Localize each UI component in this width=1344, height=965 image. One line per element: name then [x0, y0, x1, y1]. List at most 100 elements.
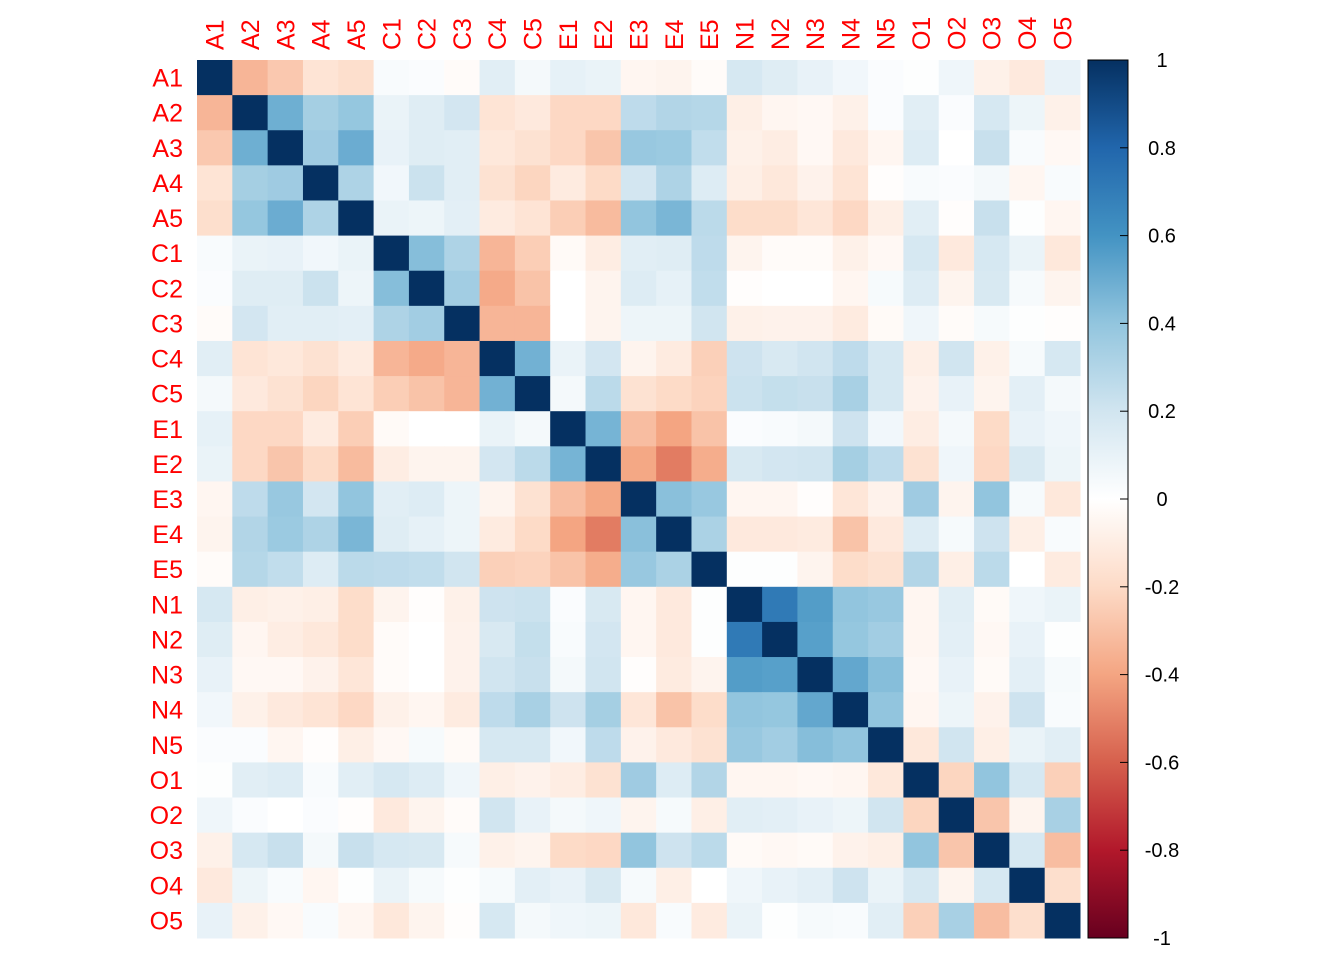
- heatmap-cell: [514, 832, 551, 869]
- heatmap-cell: [514, 727, 551, 763]
- heatmap-cell: [373, 270, 410, 307]
- heatmap-cell: [974, 902, 1010, 939]
- heatmap-cell: [762, 832, 798, 869]
- heatmap-cell: [656, 270, 692, 307]
- heatmap-cell: [1009, 200, 1046, 237]
- heatmap-cell: [550, 586, 587, 623]
- heatmap-cell: [514, 60, 551, 96]
- heatmap-cell: [1009, 95, 1046, 131]
- heatmap-cell: [338, 130, 375, 166]
- heatmap-cell: [408, 60, 445, 96]
- heatmap-cell: [444, 762, 481, 799]
- heatmap-cell: [267, 692, 304, 728]
- heatmap-cell: [514, 340, 551, 377]
- heatmap-cell: [1044, 95, 1081, 131]
- heatmap-cell: [868, 832, 904, 869]
- heatmap-cell: [267, 586, 304, 623]
- heatmap-cell: [1044, 130, 1081, 166]
- heatmap-cell: [267, 481, 304, 518]
- heatmap-cell: [479, 376, 516, 412]
- heatmap-cell: [232, 832, 269, 869]
- heatmap-cell: [797, 305, 834, 342]
- heatmap-cell: [338, 727, 375, 763]
- heatmap-cell: [338, 270, 375, 307]
- heatmap-cell: [691, 95, 728, 131]
- heatmap-cell: [620, 60, 657, 96]
- heatmap-cell: [302, 481, 339, 518]
- heatmap-cell: [338, 200, 375, 237]
- heatmap-cell: [762, 797, 798, 834]
- heatmap-cell: [656, 130, 692, 166]
- heatmap-cell: [444, 481, 481, 518]
- heatmap-cell: [797, 165, 834, 201]
- heatmap-cell: [974, 200, 1010, 237]
- heatmap-cell: [408, 867, 445, 904]
- heatmap-cell: [656, 411, 692, 447]
- heatmap-cell: [479, 130, 516, 166]
- heatmap-cell: [974, 657, 1010, 693]
- heatmap-cell: [691, 481, 728, 518]
- heatmap-cell: [232, 200, 269, 237]
- column-label: E3: [626, 19, 654, 50]
- heatmap-cell: [974, 95, 1010, 131]
- heatmap-cell: [267, 235, 304, 272]
- heatmap-cell: [408, 130, 445, 166]
- heatmap-cell: [479, 692, 516, 728]
- heatmap-cell: [302, 586, 339, 623]
- heatmap-cell: [903, 235, 940, 272]
- heatmap-cell: [620, 200, 657, 237]
- heatmap-cell: [302, 516, 339, 553]
- heatmap-cell: [585, 832, 622, 869]
- heatmap-cell: [267, 551, 304, 588]
- heatmap-cell: [479, 235, 516, 272]
- heatmap-cell: [585, 165, 622, 201]
- heatmap-cell: [197, 621, 233, 658]
- heatmap-cell: [302, 130, 339, 166]
- row-label: A5: [152, 205, 183, 233]
- heatmap-cell: [232, 621, 269, 658]
- heatmap-cell: [903, 902, 940, 939]
- heatmap-cell: [620, 621, 657, 658]
- heatmap-cell: [974, 130, 1010, 166]
- heatmap-cell: [938, 340, 975, 377]
- heatmap-cell: [868, 551, 904, 588]
- heatmap-cell: [974, 411, 1010, 447]
- row-label: O1: [150, 767, 183, 795]
- heatmap-cell: [373, 692, 410, 728]
- heatmap-cell: [691, 235, 728, 272]
- heatmap-cell: [373, 867, 410, 904]
- heatmap-cell: [691, 376, 728, 412]
- heatmap-cell: [302, 727, 339, 763]
- heatmap-cell: [197, 165, 233, 201]
- heatmap-cell: [1009, 165, 1046, 201]
- heatmap-cell: [726, 762, 763, 799]
- heatmap-cell: [1044, 586, 1081, 623]
- heatmap-cell: [550, 902, 587, 939]
- heatmap-cell: [656, 446, 692, 482]
- heatmap-cell: [797, 481, 834, 518]
- heatmap-cell: [1044, 481, 1081, 518]
- heatmap-cell: [444, 130, 481, 166]
- heatmap-cell: [550, 340, 587, 377]
- heatmap-cell: [762, 481, 798, 518]
- heatmap-cell: [514, 376, 551, 412]
- heatmap-cell: [656, 340, 692, 377]
- heatmap-cell: [1009, 657, 1046, 693]
- color-bar-label: -1: [1153, 928, 1171, 950]
- heatmap-cell: [302, 551, 339, 588]
- heatmap-cell: [408, 270, 445, 307]
- column-label: N4: [837, 18, 865, 50]
- heatmap-cell: [302, 270, 339, 307]
- heatmap-cell: [514, 446, 551, 482]
- heatmap-cell: [691, 200, 728, 237]
- heatmap-cell: [197, 130, 233, 166]
- heatmap-cell: [408, 165, 445, 201]
- heatmap-cell: [691, 657, 728, 693]
- heatmap-cell: [938, 867, 975, 904]
- heatmap-cell: [726, 832, 763, 869]
- heatmap-cell: [974, 621, 1010, 658]
- heatmap-cell: [868, 867, 904, 904]
- heatmap-cell: [938, 481, 975, 518]
- row-label: A4: [152, 170, 183, 198]
